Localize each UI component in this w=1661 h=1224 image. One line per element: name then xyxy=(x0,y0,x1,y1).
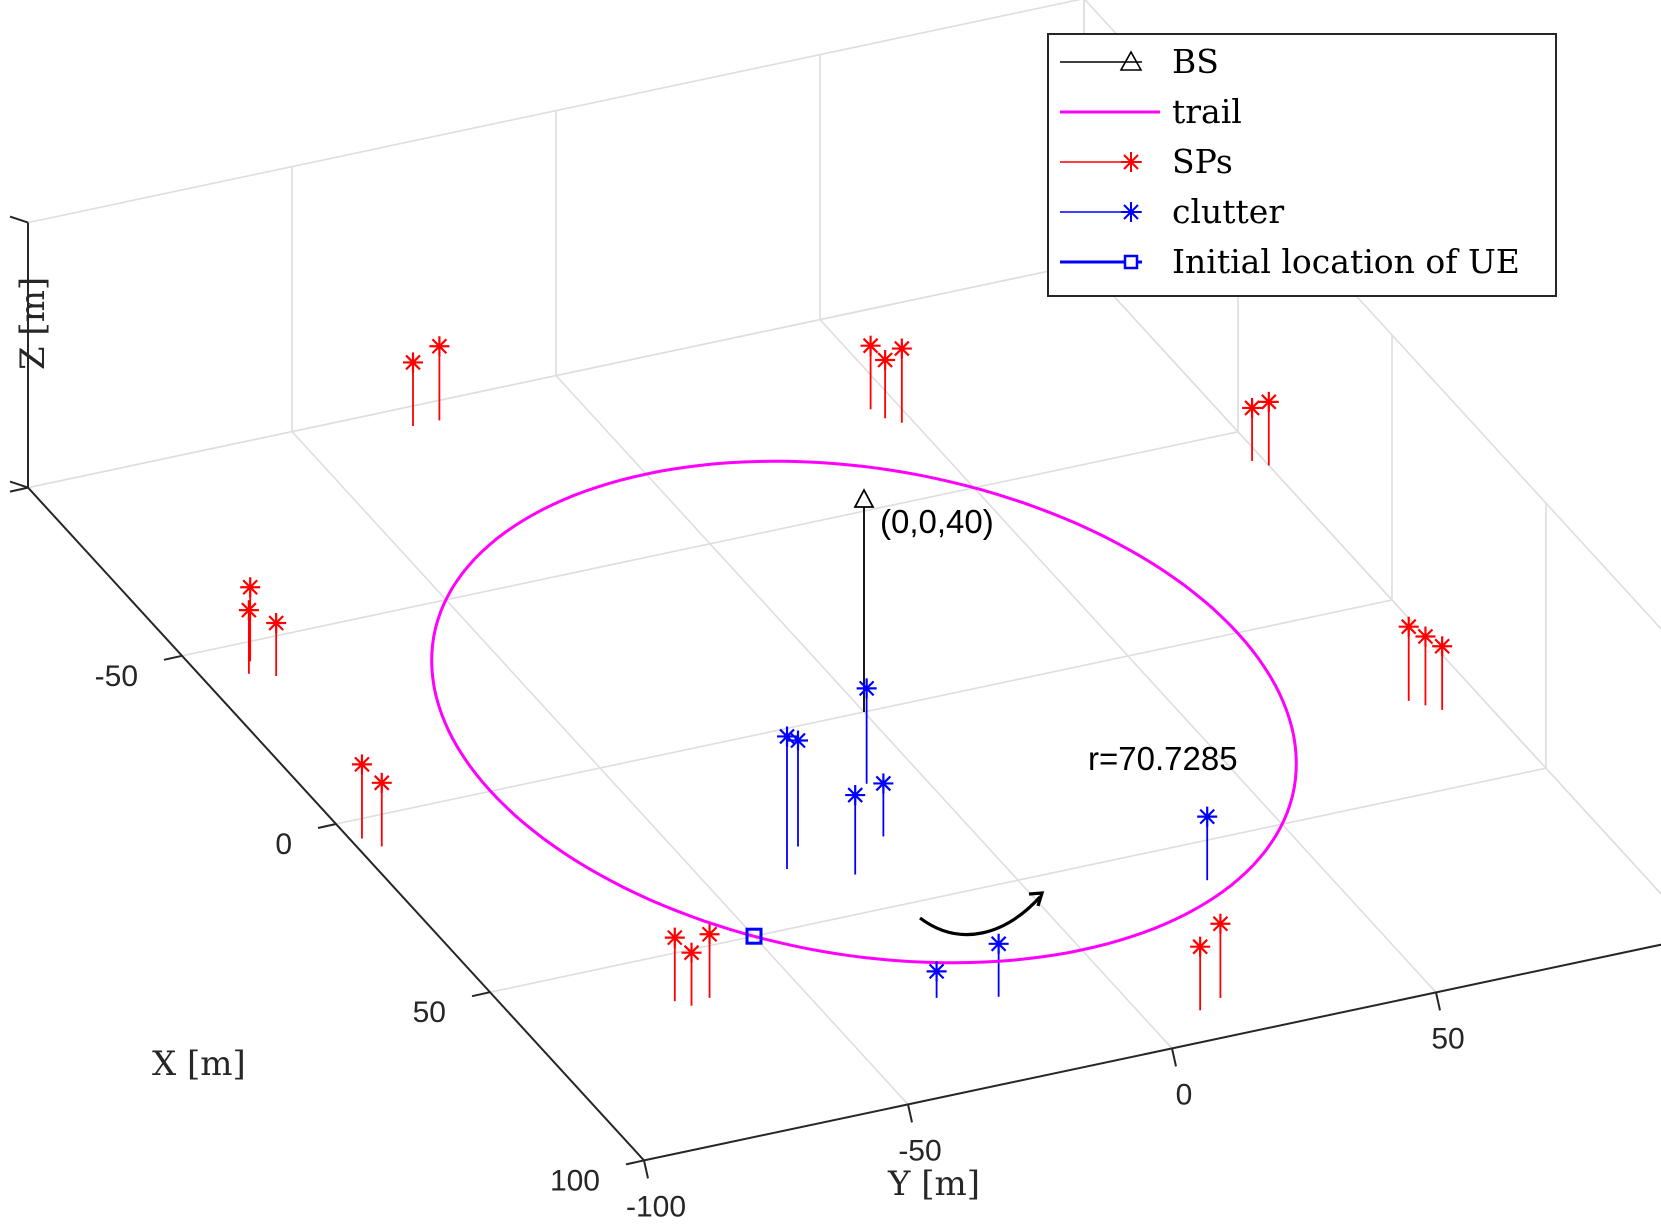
svg-text:trail: trail xyxy=(1172,92,1242,131)
legend-entry-clutter: clutter xyxy=(1060,192,1284,231)
sp-marker xyxy=(664,927,685,948)
clutter-marker xyxy=(988,933,1009,954)
grid-line xyxy=(27,0,1082,224)
radius-annotation: r=70.7285 xyxy=(1088,740,1238,777)
x-axis-label: X [m] xyxy=(152,1044,246,1084)
motion-arrow-head xyxy=(1028,891,1045,907)
legend-entry-sps: SPs xyxy=(1060,142,1233,181)
clutter-marker xyxy=(926,961,947,982)
y-axis-label: Y [m] xyxy=(887,1164,980,1204)
y-tick-label: -100 xyxy=(626,1190,686,1223)
x-tick-mark xyxy=(163,654,183,661)
sp-marker xyxy=(860,335,881,356)
y-tick-mark xyxy=(1171,1048,1177,1067)
sp-marker xyxy=(266,613,287,633)
axes xyxy=(9,215,1661,1179)
sp-marker xyxy=(1190,936,1211,957)
y-axis-line xyxy=(643,943,1661,1162)
asterisk-marker-icon xyxy=(1121,152,1141,172)
x-tick-label: 0 xyxy=(275,828,292,861)
svg-text:SPs: SPs xyxy=(1172,142,1233,181)
clutter-marker xyxy=(856,678,877,699)
sp-marker xyxy=(699,924,720,945)
sp-marker xyxy=(351,754,372,775)
x-tick-label: 100 xyxy=(550,1164,600,1197)
sp-marker xyxy=(371,772,392,793)
grid-line xyxy=(1083,263,1661,895)
sp-marker xyxy=(1415,626,1436,647)
bs-annotation: (0,0,40) xyxy=(880,503,994,540)
z-tick-mark xyxy=(9,215,29,224)
y-tick-mark xyxy=(907,1104,913,1123)
sp-marker xyxy=(1210,913,1231,934)
sp-marker xyxy=(681,942,702,963)
trail-series xyxy=(430,459,1298,965)
clutter-marker xyxy=(873,773,894,794)
legend-entry-trail: trail xyxy=(1060,92,1242,131)
y-tick-mark xyxy=(1435,992,1441,1011)
ue-initial-marker xyxy=(745,927,763,945)
sp-marker xyxy=(1432,636,1453,657)
y-tick-label: 50 xyxy=(1431,1022,1464,1055)
triangle-marker-icon xyxy=(1119,50,1143,71)
grid-line xyxy=(643,943,1661,1162)
svg-text:Initial location of UE: Initial location of UE xyxy=(1172,242,1520,281)
clutter-marker xyxy=(788,730,808,751)
data-stems xyxy=(247,345,1444,1011)
sp-marker xyxy=(238,600,259,621)
square-marker-icon xyxy=(1123,254,1139,270)
y-tick-label: -50 xyxy=(898,1134,941,1167)
sp-marker xyxy=(1398,616,1419,637)
clutter-marker xyxy=(1197,806,1218,827)
annotations: (0,0,40) r=70.7285 xyxy=(880,503,1238,937)
data-markers xyxy=(238,335,1453,982)
x-tick-mark xyxy=(471,991,491,998)
sp-marker xyxy=(429,336,450,357)
sp-marker xyxy=(1242,397,1263,418)
z-axis-label: Z [m] xyxy=(13,277,53,370)
grid-line xyxy=(1083,263,1661,895)
x-tick-label: 50 xyxy=(413,996,446,1029)
asterisk-marker-icon xyxy=(1121,202,1141,222)
sp-marker xyxy=(403,352,423,373)
sp-marker xyxy=(240,577,261,598)
sp-marker xyxy=(875,349,896,370)
grid-line xyxy=(27,262,1085,489)
trail-circle xyxy=(430,459,1298,965)
grid-line xyxy=(819,319,1437,993)
legend-entry-bs: BS xyxy=(1060,42,1219,81)
bs-triangle-marker xyxy=(853,488,875,508)
x-tick-mark xyxy=(317,823,337,829)
x-tick-mark xyxy=(9,486,29,493)
x-tick-mark xyxy=(625,1159,645,1166)
z-tick-mark xyxy=(9,480,29,489)
motion-direction-arrow xyxy=(919,895,1042,937)
sp-marker xyxy=(891,338,912,359)
legend-entry-ue: Initial location of UE xyxy=(1060,242,1520,281)
x-tick-label: -50 xyxy=(95,660,138,693)
svg-text:clutter: clutter xyxy=(1172,192,1284,231)
grid-line xyxy=(489,767,1547,993)
legend: BS trail SPs clutter Initial location xyxy=(1047,33,1557,297)
y-tick-label: 0 xyxy=(1176,1078,1193,1111)
svg-text:BS: BS xyxy=(1172,42,1219,81)
sp-marker xyxy=(1258,391,1279,412)
clutter-marker xyxy=(845,785,866,806)
y-tick-mark xyxy=(643,1160,649,1179)
